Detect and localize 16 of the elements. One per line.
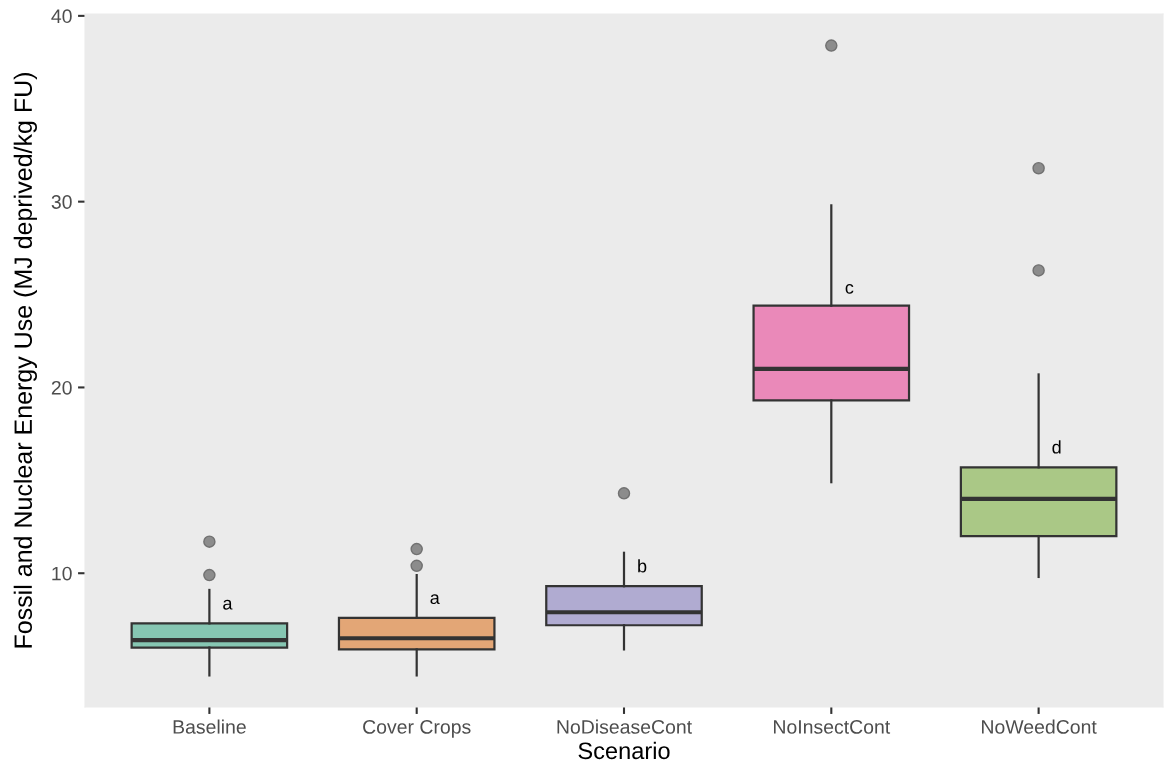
- annotation: a: [223, 599, 233, 610]
- x-axis-title: Scenario: [578, 741, 670, 760]
- x-tick-label: NoInsectCont: [774, 720, 891, 734]
- annotation: c: [845, 283, 854, 294]
- annotation: a: [430, 594, 440, 605]
- y-tick-label: 20: [51, 380, 72, 395]
- x-tick-label: Baseline: [173, 719, 246, 734]
- y-tick-label: 30: [51, 195, 72, 209]
- x-tick-label: NoWeedCont: [982, 719, 1097, 734]
- y-tick-label: 40: [51, 9, 72, 24]
- y-axis-title: Fossil and Nuclear Energy Use (MJ deprived/kg FU): [13, 73, 37, 648]
- x-tick-label: Cover Crops: [363, 720, 471, 738]
- annotation: d: [1052, 440, 1061, 454]
- annotation: b: [638, 559, 647, 573]
- y-tick-label: 10: [52, 566, 72, 581]
- x-tick-label: NoDiseaseCont: [557, 719, 692, 734]
